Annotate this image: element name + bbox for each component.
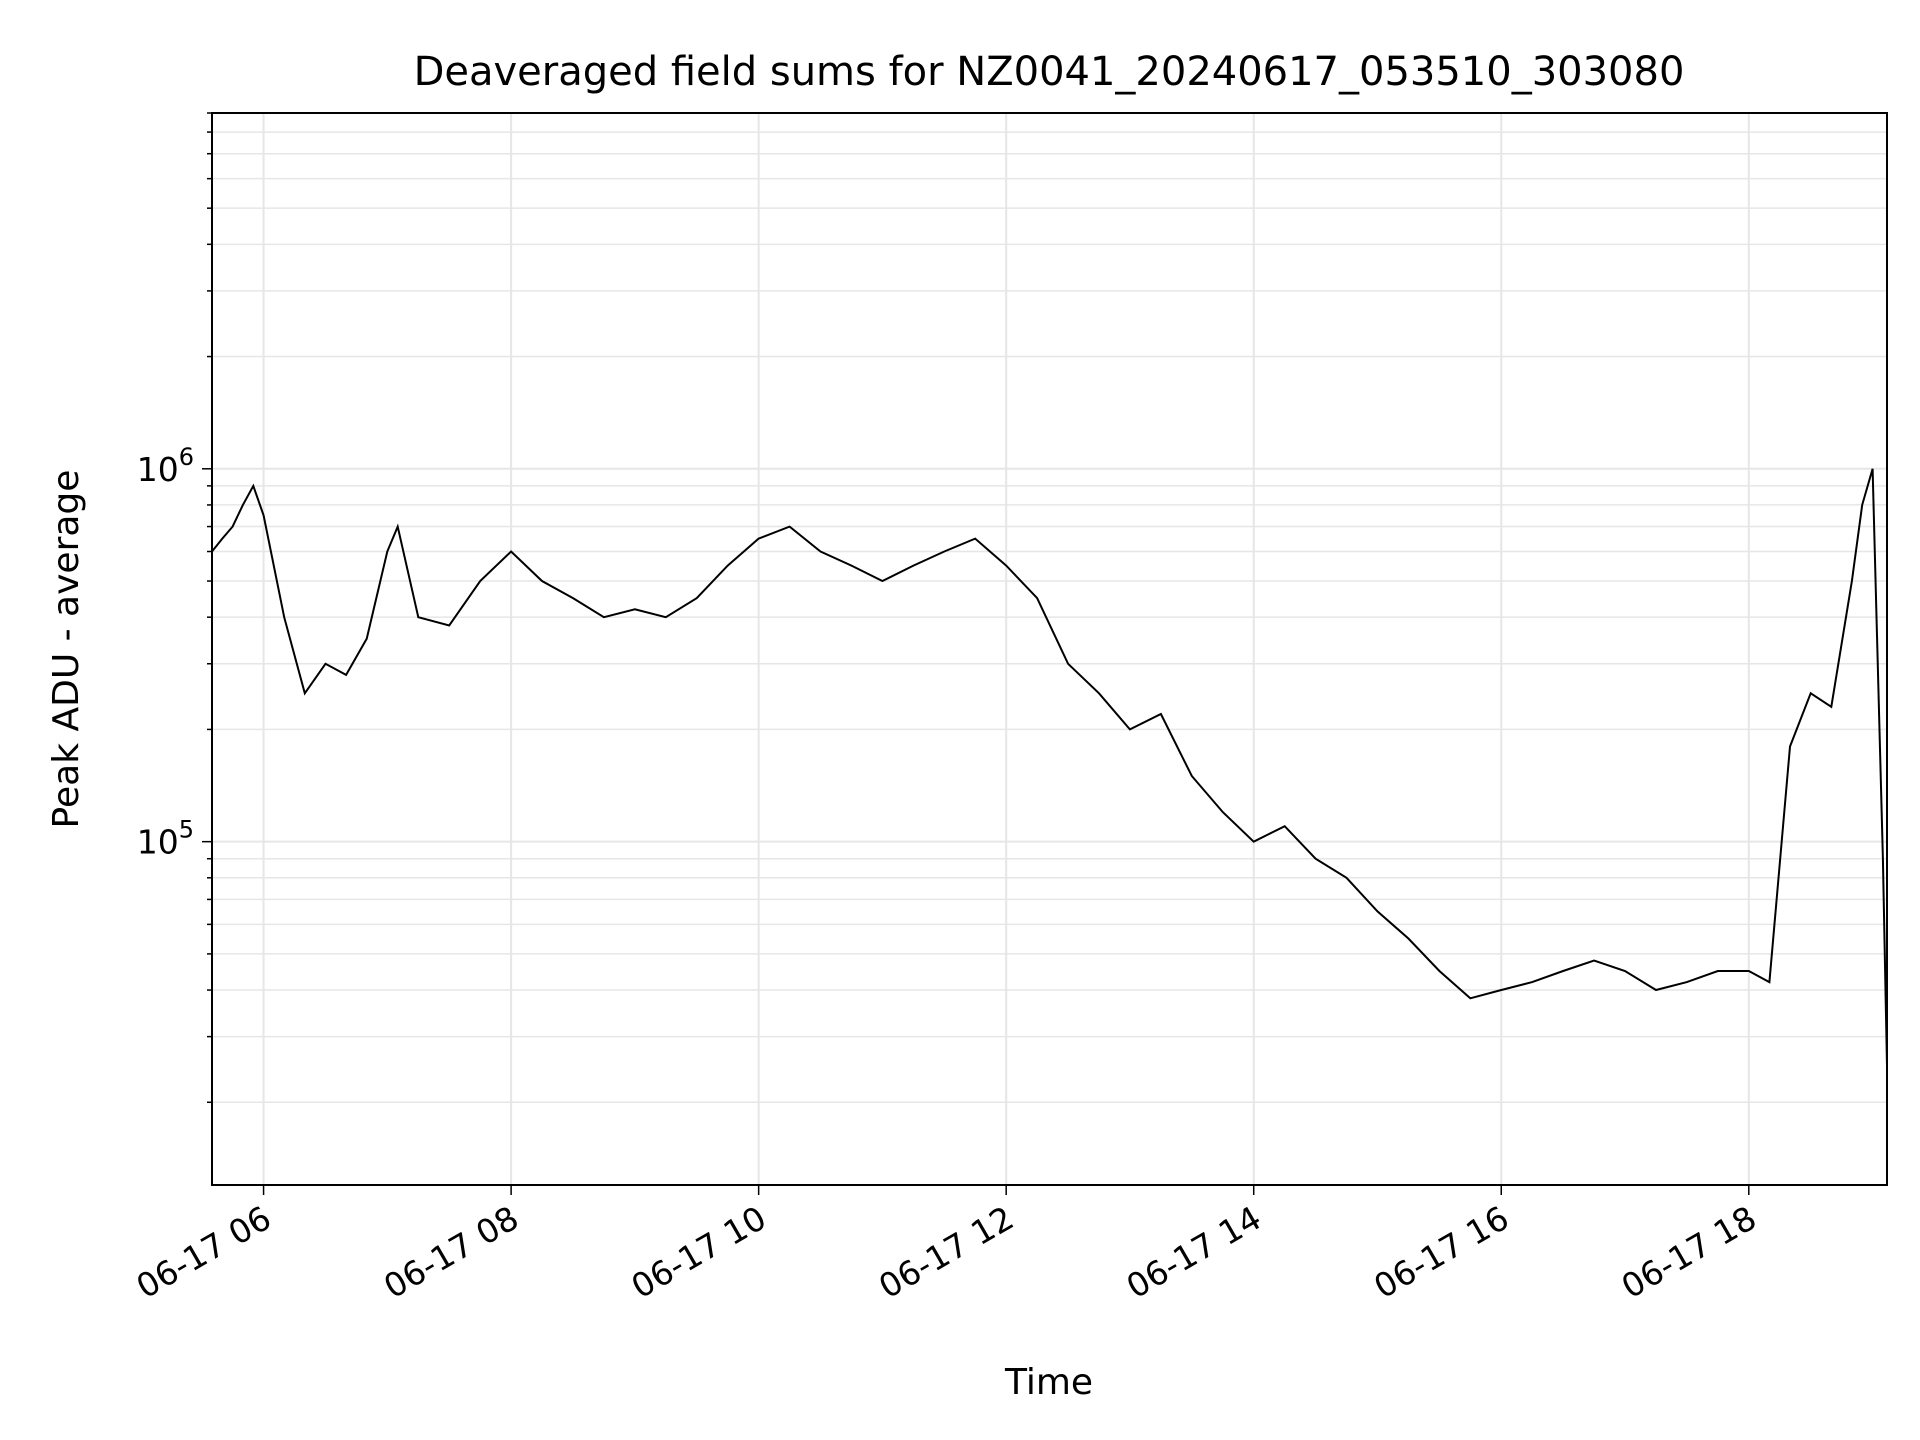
series-layer <box>211 468 1888 1067</box>
x-tick-label: 06-17 18 <box>1615 1198 1763 1306</box>
x-tick-label: 06-17 16 <box>1367 1198 1515 1306</box>
y-tick-label: 106 <box>137 443 194 489</box>
x-tick-label: 06-17 06 <box>130 1198 278 1306</box>
x-tick-label: 06-17 10 <box>625 1198 773 1306</box>
x-tick-label: 06-17 12 <box>872 1198 1020 1306</box>
ticks: 105 106 06-17 06 06-17 08 06-17 10 06-17 12 06… <box>130 112 1763 1306</box>
series-line <box>211 468 1888 1067</box>
y-tick-label: 105 <box>137 816 194 862</box>
plot-frame <box>211 112 1888 1186</box>
grid <box>212 112 1887 1185</box>
x-axis-label: Time <box>1004 1362 1093 1403</box>
x-tick-label: 06-17 08 <box>377 1198 525 1306</box>
x-tick-label: 06-17 14 <box>1120 1198 1268 1306</box>
y-axis-label: Peak ADU - average <box>46 470 87 829</box>
chart-title: Deaveraged field sums for NZ0041_2024061… <box>414 49 1685 95</box>
